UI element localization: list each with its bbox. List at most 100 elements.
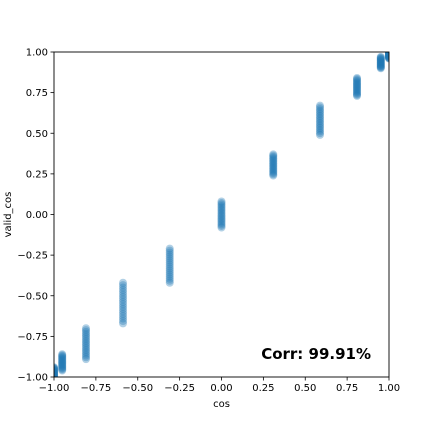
scatter-point xyxy=(315,122,324,131)
scatter-point xyxy=(54,372,58,377)
scatter-point xyxy=(376,59,385,68)
scatter-point xyxy=(54,373,58,377)
scatter-point xyxy=(385,52,389,59)
scatter-point xyxy=(54,363,58,372)
scatter-point xyxy=(353,90,362,99)
x-tick-label: 0.75 xyxy=(336,383,358,394)
scatter-point xyxy=(54,366,58,375)
scatter-point xyxy=(315,117,324,126)
scatter-point xyxy=(54,363,58,372)
scatter-point xyxy=(353,82,362,91)
scatter-point xyxy=(165,250,174,259)
scatter-point xyxy=(58,354,67,363)
scatter-point xyxy=(81,335,90,344)
scatter-point xyxy=(119,285,128,294)
scatter-point xyxy=(376,58,385,67)
scatter-point xyxy=(165,252,174,261)
scatter-point xyxy=(353,88,362,97)
scatter-point xyxy=(54,365,58,374)
scatter-point xyxy=(81,326,90,335)
y-tick-label: −0.50 xyxy=(17,291,48,302)
x-tick-label: 0.00 xyxy=(210,383,232,394)
scatter-point xyxy=(81,351,90,360)
scatter-point xyxy=(353,89,362,98)
scatter-point xyxy=(165,256,174,265)
scatter-point xyxy=(353,79,362,88)
scatter-point xyxy=(165,266,174,275)
scatter-point xyxy=(217,223,226,232)
scatter-point xyxy=(58,351,67,360)
scatter-point xyxy=(315,129,324,138)
scatter-point xyxy=(81,342,90,351)
x-axis-label: cos xyxy=(213,399,230,410)
scatter-point xyxy=(54,369,58,377)
scatter-point xyxy=(217,200,226,209)
scatter-point xyxy=(119,314,128,323)
scatter-point xyxy=(81,324,90,333)
scatter-point xyxy=(353,77,362,86)
scatter-point xyxy=(315,103,324,112)
scatter-point xyxy=(353,81,362,90)
scatter-point xyxy=(217,202,226,211)
scatter-point xyxy=(385,52,389,59)
scatter-point xyxy=(54,371,58,377)
scatter-point xyxy=(269,170,278,179)
scatter-point xyxy=(269,155,278,164)
scatter-point xyxy=(119,293,128,302)
scatter-point xyxy=(376,55,385,64)
scatter-point xyxy=(58,362,67,371)
scatter-point xyxy=(165,276,174,285)
scatter-point xyxy=(269,167,278,176)
scatter-point xyxy=(58,361,67,370)
scatter-point xyxy=(385,52,389,60)
scatter-point xyxy=(217,217,226,226)
scatter-point xyxy=(385,52,389,60)
scatter-point xyxy=(58,365,67,374)
scatter-point xyxy=(58,352,67,361)
scatter-point xyxy=(217,220,226,229)
scatter-point xyxy=(165,262,174,271)
scatter-point xyxy=(81,327,90,336)
scatter-point xyxy=(315,105,324,114)
x-tick-label: 1.00 xyxy=(378,383,400,394)
scatter-point xyxy=(315,111,324,120)
scatter-point xyxy=(376,62,385,71)
scatter-point xyxy=(315,127,324,136)
scatter-point xyxy=(353,85,362,94)
scatter-point xyxy=(376,56,385,65)
scatter-point xyxy=(269,162,278,171)
scatter-point xyxy=(269,150,278,159)
scatter-point xyxy=(269,151,278,160)
x-tick-label: −0.75 xyxy=(81,383,112,394)
scatter-point xyxy=(385,52,389,58)
scatter-point xyxy=(165,260,174,269)
scatter-point xyxy=(315,115,324,124)
scatter-point xyxy=(81,346,90,355)
scatter-point xyxy=(119,307,128,316)
ticks-layer: −1.00 −0.75 −0.50 −0.25 0.00 0.25 0.50 0.75 1.00… xyxy=(17,48,400,395)
scatter-point xyxy=(385,54,389,63)
scatter-point xyxy=(54,366,58,375)
scatter-point xyxy=(81,349,90,358)
scatter-point xyxy=(119,290,128,299)
y-tick-label: −0.75 xyxy=(17,332,48,343)
scatter-point xyxy=(353,80,362,89)
scatter-point xyxy=(58,355,67,364)
scatter-point xyxy=(165,272,174,281)
scatter-point xyxy=(217,206,226,215)
scatter-point xyxy=(58,363,67,372)
scatter-point xyxy=(385,52,389,61)
scatter-point xyxy=(119,281,128,290)
scatter-point xyxy=(165,244,174,253)
scatter-point xyxy=(315,125,324,134)
scatter-point xyxy=(217,208,226,217)
plot-frame xyxy=(53,51,390,378)
scatter-point xyxy=(385,52,389,58)
scatter-point xyxy=(165,248,174,257)
scatter-point xyxy=(217,212,226,221)
scatter-point xyxy=(165,246,174,255)
y-tick-label: 0.25 xyxy=(26,169,48,180)
scatter-point xyxy=(376,54,385,63)
scatter-point xyxy=(81,336,90,345)
